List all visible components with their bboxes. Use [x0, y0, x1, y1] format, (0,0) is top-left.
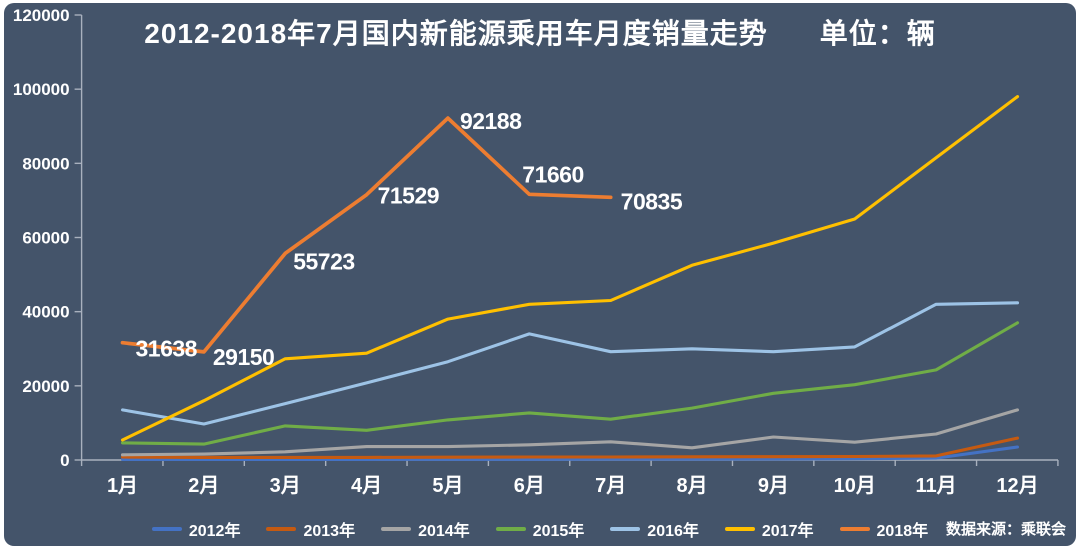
series-line-2017 — [120, 95, 1020, 442]
y-tick-label: 80000 — [22, 154, 69, 173]
data-label-70835: 70835 — [621, 188, 683, 214]
y-tick-label: 0 — [60, 451, 69, 470]
legend-item-2016: 2016年 — [610, 517, 699, 541]
legend-item-2015: 2015年 — [495, 517, 585, 541]
x-month-label: 1月 — [107, 475, 138, 497]
y-tick-label: 60000 — [22, 229, 69, 248]
x-month-label: 11月 — [916, 475, 957, 497]
legend: 2012年 2013年 2014年 2015年 2016年 2017年 2018年 — [0, 517, 1080, 541]
chart-title-row: 2012-2018年7月国内新能源乘用车月度销量走势 单位：辆 — [0, 12, 1080, 52]
y-tick-label: 20000 — [22, 377, 69, 396]
x-month-label: 8月 — [676, 475, 707, 497]
data-label-92188: 92188 — [460, 108, 522, 134]
legend-item-2014: 2014年 — [381, 517, 470, 541]
x-month-label: 4月 — [351, 475, 382, 497]
series-line-2014 — [120, 408, 1020, 457]
legend-item-2018: 2018年 — [839, 517, 929, 541]
legend-label-2016: 2016年 — [647, 523, 699, 540]
data-label-29150: 29150 — [213, 344, 274, 370]
legend-swatch-2013 — [266, 527, 297, 531]
data-label-55723: 55723 — [293, 248, 354, 274]
legend-item-2013: 2013年 — [266, 517, 355, 541]
data-label-31638: 31638 — [136, 336, 198, 362]
legend-label-2014: 2014年 — [418, 523, 470, 540]
series-line-2013 — [120, 436, 1020, 459]
y-tick-label: 40000 — [22, 303, 69, 322]
y-tick-label: 120000 — [13, 6, 70, 25]
legend-item-2017: 2017年 — [724, 517, 814, 541]
legend-swatch-2018 — [839, 527, 870, 531]
series-line-2015 — [120, 321, 1020, 446]
x-month-label: 10月 — [834, 475, 876, 497]
series-line-2012 — [120, 445, 1020, 461]
data-label-71529: 71529 — [378, 183, 439, 209]
legend-label-2012: 2012年 — [188, 523, 241, 540]
legend-swatch-2012 — [151, 527, 182, 531]
chart-unit-label: 单位：辆 — [819, 18, 936, 49]
y-tick-label: 100000 — [13, 80, 70, 99]
legend-item-2012: 2012年 — [151, 517, 241, 541]
legend-swatch-2017 — [724, 527, 755, 531]
legend-swatch-2014 — [381, 527, 412, 531]
legend-label-2018: 2018年 — [876, 523, 929, 540]
legend-swatch-2016 — [610, 527, 641, 531]
x-month-label: 7月 — [595, 475, 626, 497]
x-month-label: 3月 — [270, 475, 301, 497]
legend-label-2013: 2013年 — [303, 523, 356, 540]
chart-title: 2012-2018年7月国内新能源乘用车月度销量走势 — [144, 18, 768, 49]
legend-swatch-2015 — [495, 527, 526, 531]
x-month-label: 6月 — [514, 475, 545, 497]
x-month-label: 2月 — [188, 475, 219, 497]
data-label-71660: 71660 — [522, 161, 583, 187]
legend-label-2017: 2017年 — [761, 523, 814, 540]
x-month-label: 9月 — [758, 475, 789, 497]
x-month-label: 5月 — [432, 475, 463, 497]
legend-label-2015: 2015年 — [532, 523, 585, 540]
series-line-2018 — [120, 116, 613, 354]
series-line-2016 — [120, 301, 1020, 426]
data-source-label: 数据来源：乘联会 — [945, 521, 1066, 538]
x-month-label: 12月 — [996, 475, 1038, 497]
